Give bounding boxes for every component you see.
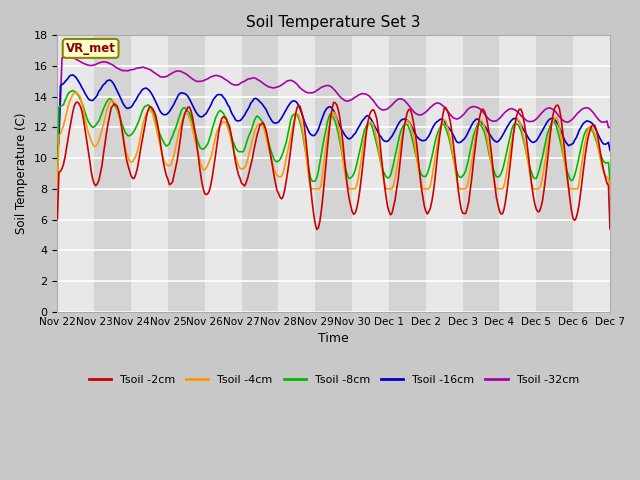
Title: Soil Temperature Set 3: Soil Temperature Set 3 <box>246 15 421 30</box>
Text: VR_met: VR_met <box>66 42 116 55</box>
Bar <box>242 36 278 312</box>
Bar <box>352 36 389 312</box>
Bar <box>131 36 168 312</box>
Bar <box>426 36 463 312</box>
Bar <box>463 36 499 312</box>
Bar <box>573 36 610 312</box>
Bar <box>205 36 242 312</box>
Bar <box>94 36 131 312</box>
Bar <box>278 36 316 312</box>
Y-axis label: Soil Temperature (C): Soil Temperature (C) <box>15 113 28 234</box>
Bar <box>389 36 426 312</box>
Bar <box>168 36 205 312</box>
Bar <box>536 36 573 312</box>
Bar <box>58 36 94 312</box>
X-axis label: Time: Time <box>318 332 349 345</box>
Legend: Tsoil -2cm, Tsoil -4cm, Tsoil -8cm, Tsoil -16cm, Tsoil -32cm: Tsoil -2cm, Tsoil -4cm, Tsoil -8cm, Tsoi… <box>84 370 583 389</box>
Bar <box>316 36 352 312</box>
Bar <box>499 36 536 312</box>
